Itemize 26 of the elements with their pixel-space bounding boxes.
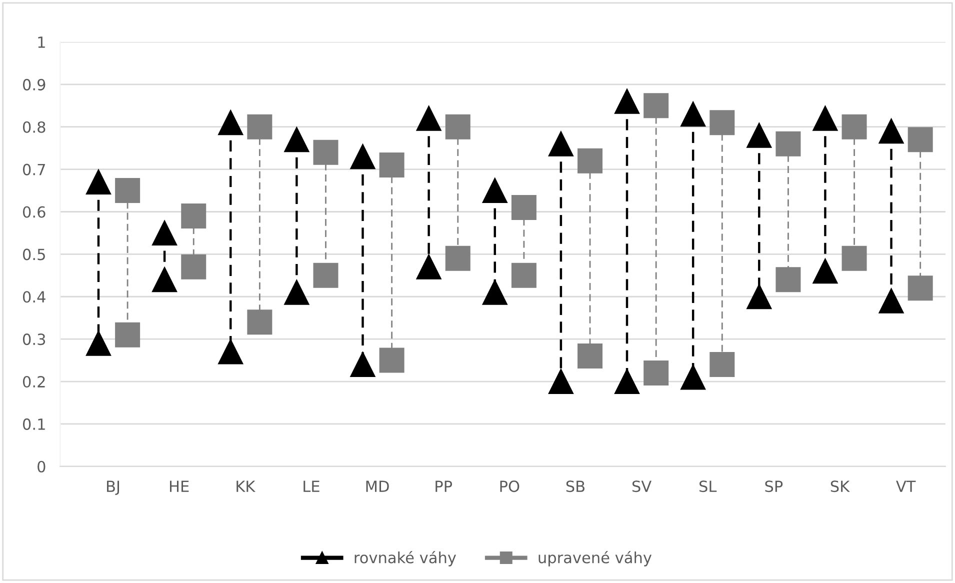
x-tick-label: SV <box>632 480 652 492</box>
x-tick-label: VT <box>896 480 916 492</box>
x-tick-label: LE <box>304 480 320 492</box>
x-tick-label: PP <box>436 480 452 492</box>
legend-label: rovnaké váhy <box>354 550 456 566</box>
y-tick-label: 0.6 <box>22 206 46 218</box>
y-tick-label: 1 <box>38 36 45 48</box>
y-tick-label: 0.2 <box>22 376 45 388</box>
x-tick-label: SP <box>765 480 783 492</box>
y-tick-label: 0 <box>38 460 46 472</box>
y-tick-label: 0.7 <box>22 164 45 176</box>
x-tick-label: KK <box>236 480 256 492</box>
x-tick-label: SK <box>830 480 850 492</box>
x-tick-label: PO <box>500 480 520 492</box>
x-tick-label: MD <box>366 480 389 492</box>
y-tick-label: 0.3 <box>22 334 46 346</box>
y-tick-label: 0.5 <box>22 248 45 260</box>
y-tick-label: 0.1 <box>22 418 45 430</box>
x-tick-label: SL <box>700 480 717 492</box>
x-tick-label: HE <box>170 480 189 492</box>
y-tick-label: 0.9 <box>22 78 46 90</box>
y-tick-label: 0.4 <box>22 291 46 303</box>
x-tick-label: BJ <box>107 480 120 495</box>
y-tick-label: 0.8 <box>22 121 46 133</box>
x-tick-label: SB <box>566 480 584 492</box>
legend-label: upravené váhy <box>538 550 652 566</box>
